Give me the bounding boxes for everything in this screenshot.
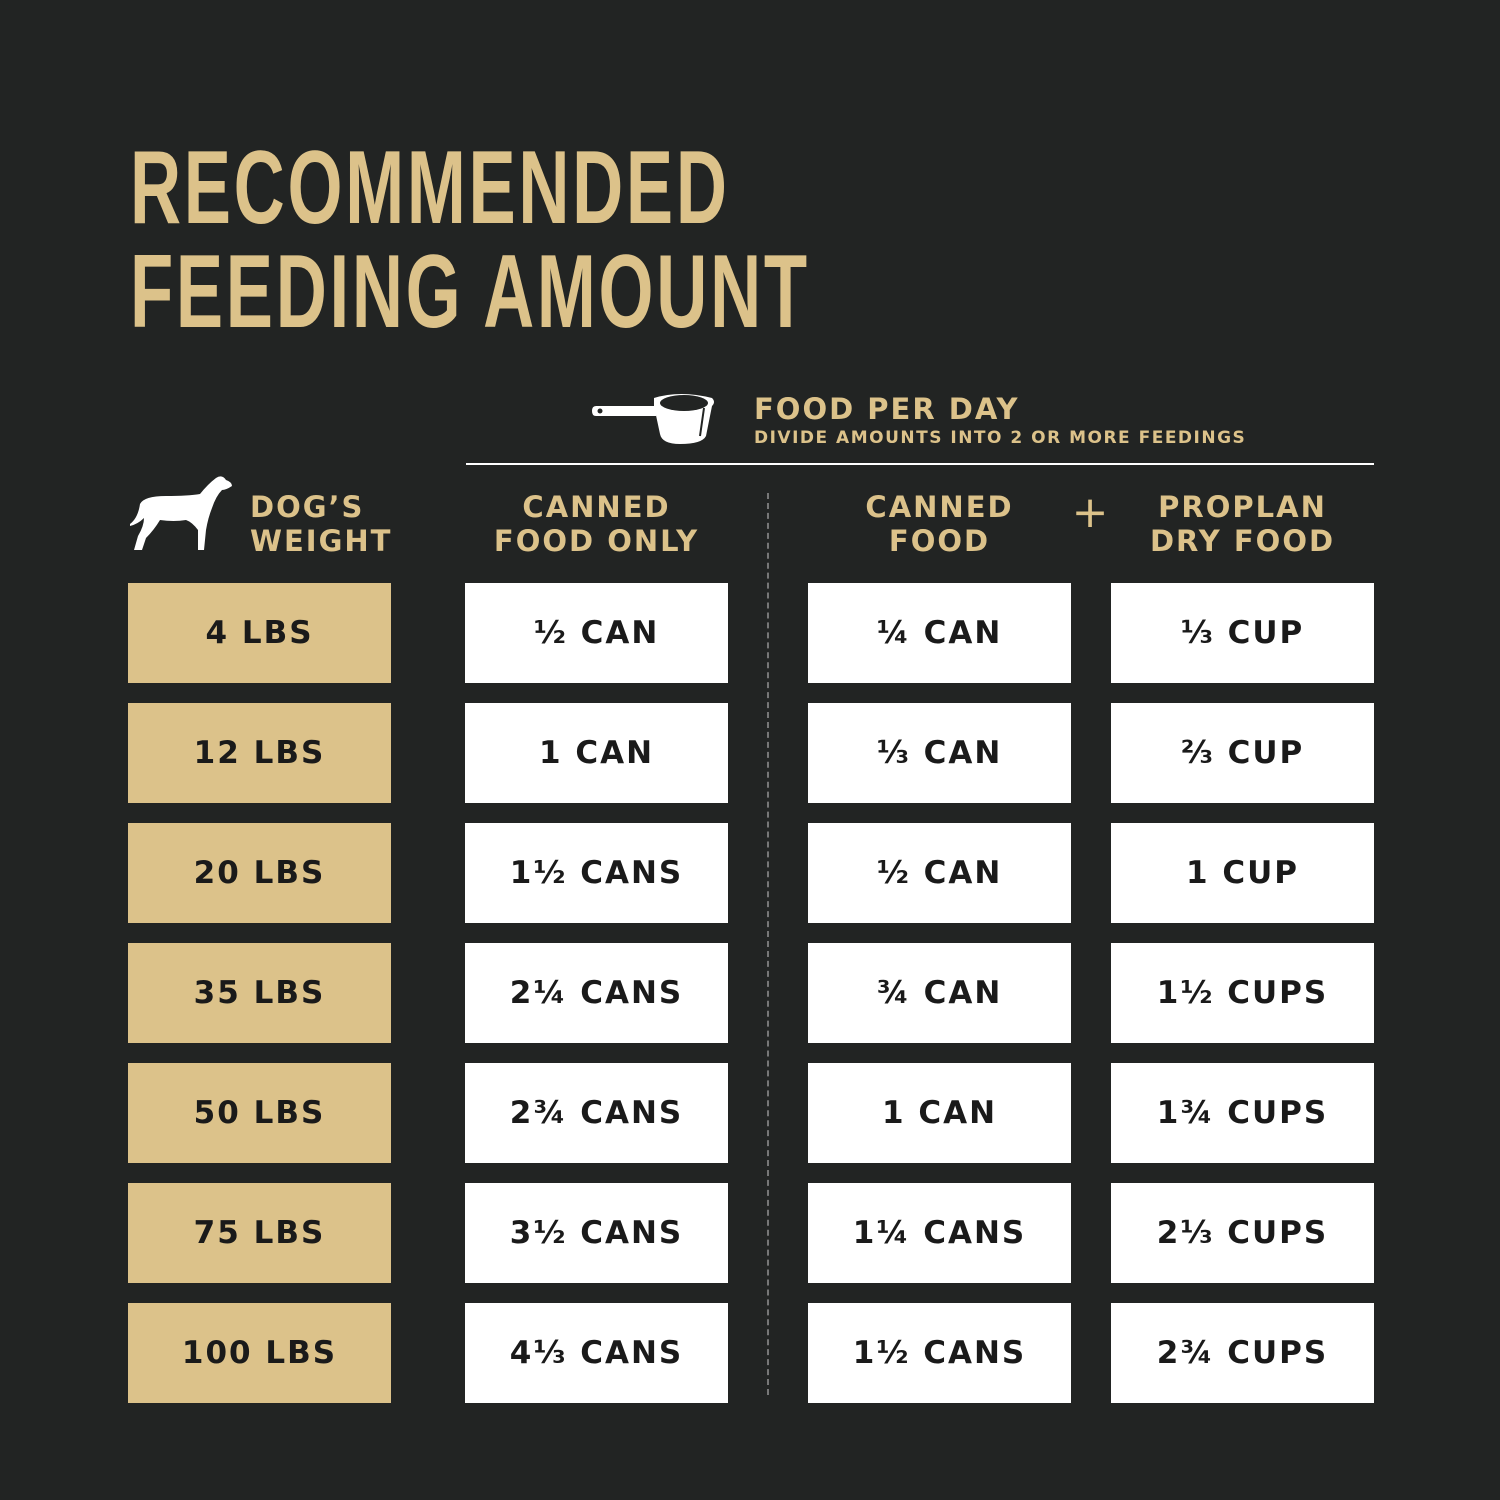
cell-weight: 4 LBS <box>128 583 391 683</box>
cell-canned-combo: ⅓ CAN <box>808 703 1071 803</box>
cell-weight: 50 LBS <box>128 1063 391 1163</box>
cell-dry-combo: ⅔ CUP <box>1111 703 1374 803</box>
cell-weight: 35 LBS <box>128 943 391 1043</box>
cell-canned-only: 2¾ CANS <box>465 1063 728 1163</box>
food-per-day-heading: FOOD PER DAY <box>754 392 1020 426</box>
header-weight: DOG’S WEIGHT <box>250 490 392 558</box>
cell-canned-only: 1½ CANS <box>465 823 728 923</box>
cell-canned-combo: 1¼ CANS <box>808 1183 1071 1283</box>
column-divider <box>767 493 769 1395</box>
food-per-day-subheading: DIVIDE AMOUNTS INTO 2 OR MORE FEEDINGS <box>754 428 1247 448</box>
cell-dry-combo: 1¾ CUPS <box>1111 1063 1374 1163</box>
plus-sign: + <box>1071 487 1111 538</box>
header-canned-only-line1: CANNED <box>522 490 671 524</box>
cell-weight: 75 LBS <box>128 1183 391 1283</box>
cell-dry-combo: 2⅓ CUPS <box>1111 1183 1374 1283</box>
cell-canned-only: ½ CAN <box>465 583 728 683</box>
cell-canned-only: 2¼ CANS <box>465 943 728 1043</box>
header-weight-line2: WEIGHT <box>250 524 393 558</box>
cell-canned-only: 1 CAN <box>465 703 728 803</box>
measuring-cup-icon <box>592 394 714 444</box>
dog-icon <box>130 476 232 550</box>
header-canned-combo-line2: FOOD <box>888 524 991 558</box>
title-line2: FEEDING AMOUNT <box>130 234 810 350</box>
header-canned-only-line2: FOOD ONLY <box>493 524 700 558</box>
cell-dry-combo: 2¾ CUPS <box>1111 1303 1374 1403</box>
cell-canned-only: 4⅓ CANS <box>465 1303 728 1403</box>
cell-canned-combo: 1½ CANS <box>808 1303 1071 1403</box>
header-weight-line1: DOG’S <box>250 490 365 524</box>
cell-dry-combo: 1 CUP <box>1111 823 1374 923</box>
cell-weight: 12 LBS <box>128 703 391 803</box>
cell-dry-combo: ⅓ CUP <box>1111 583 1374 683</box>
cell-weight: 100 LBS <box>128 1303 391 1403</box>
cell-canned-combo: ¾ CAN <box>808 943 1071 1043</box>
cell-canned-only: 3½ CANS <box>465 1183 728 1283</box>
header-canned-only: CANNED FOOD ONLY <box>465 490 728 558</box>
header-dry-combo: PROPLAN DRY FOOD <box>1111 490 1374 558</box>
header-canned-combo-line1: CANNED <box>865 490 1014 524</box>
header-canned-combo: CANNED FOOD <box>808 490 1071 558</box>
title-line1: RECOMMENDED <box>130 130 730 246</box>
cell-dry-combo: 1½ CUPS <box>1111 943 1374 1043</box>
cell-weight: 20 LBS <box>128 823 391 923</box>
cell-canned-combo: ½ CAN <box>808 823 1071 923</box>
cell-canned-combo: ¼ CAN <box>808 583 1071 683</box>
cell-canned-combo: 1 CAN <box>808 1063 1071 1163</box>
header-dry-combo-line2: DRY FOOD <box>1149 524 1336 558</box>
header-dry-combo-line1: PROPLAN <box>1158 490 1327 524</box>
header-divider <box>466 463 1374 465</box>
